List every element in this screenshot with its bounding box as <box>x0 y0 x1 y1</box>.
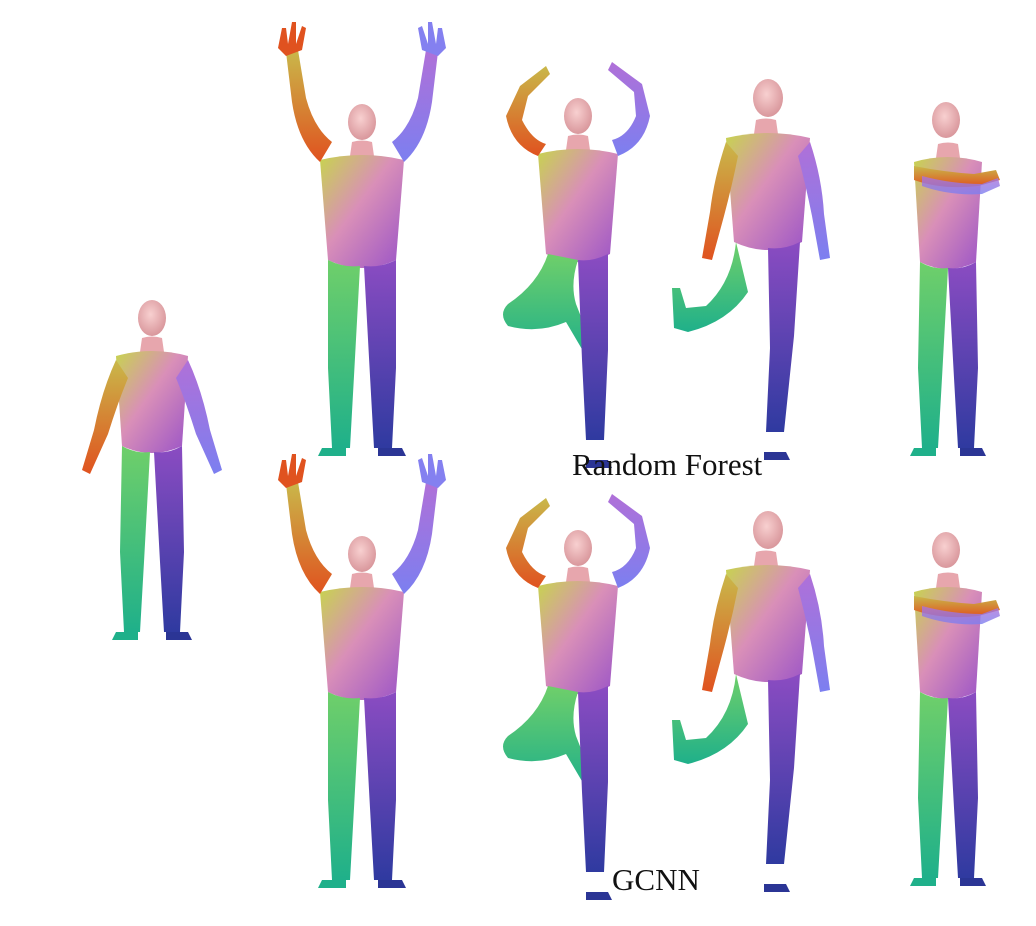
reference-mesh <box>82 300 222 640</box>
gcnn-mesh-3 <box>672 511 830 892</box>
gcnn-mesh-2 <box>503 494 650 900</box>
rf-mesh-2 <box>503 62 650 468</box>
random-forest-label: Random Forest <box>572 447 763 482</box>
gcnn-mesh-4 <box>910 532 1000 886</box>
gcnn-label: GCNN <box>612 862 700 897</box>
rf-mesh-3 <box>672 79 830 460</box>
gcnn-mesh-1 <box>278 454 446 888</box>
rf-mesh-1 <box>278 22 446 456</box>
rf-mesh-4 <box>910 102 1000 456</box>
